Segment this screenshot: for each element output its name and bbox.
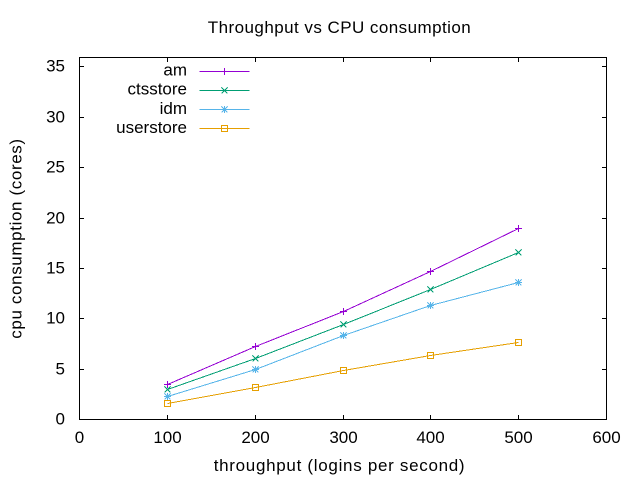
svg-text:20: 20 (46, 209, 65, 228)
svg-text:throughput (logins per second): throughput (logins per second) (214, 456, 466, 475)
svg-text:0: 0 (75, 428, 84, 447)
svg-text:500: 500 (504, 428, 532, 447)
svg-text:Throughput vs CPU consumption: Throughput vs CPU consumption (208, 18, 471, 37)
svg-text:25: 25 (46, 158, 65, 177)
svg-text:35: 35 (46, 57, 65, 76)
svg-text:200: 200 (241, 428, 269, 447)
svg-text:300: 300 (329, 428, 357, 447)
svg-text:cpu consumption (cores): cpu consumption (cores) (6, 138, 25, 338)
svg-text:am: am (163, 61, 187, 80)
svg-text:5: 5 (56, 360, 65, 379)
svg-text:0: 0 (56, 410, 65, 429)
svg-text:600: 600 (592, 428, 620, 447)
svg-text:idm: idm (160, 99, 187, 118)
svg-text:400: 400 (416, 428, 444, 447)
svg-text:15: 15 (46, 259, 65, 278)
svg-text:100: 100 (153, 428, 181, 447)
svg-text:userstore: userstore (116, 118, 187, 137)
svg-text:30: 30 (46, 108, 65, 127)
svg-text:10: 10 (46, 309, 65, 328)
svg-text:ctsstore: ctsstore (127, 80, 187, 99)
